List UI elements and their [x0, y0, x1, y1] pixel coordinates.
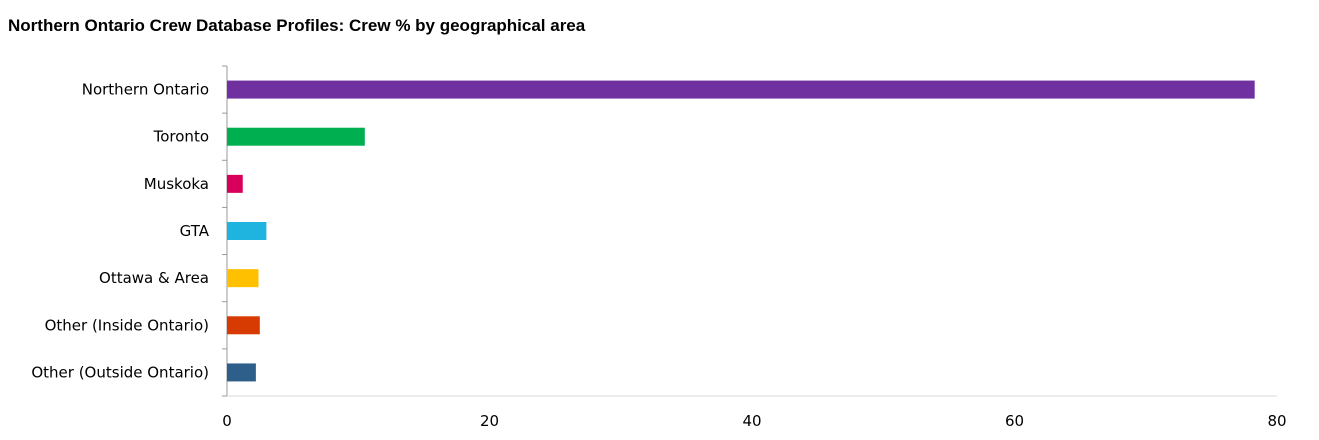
- category-label: Ottawa & Area: [99, 269, 209, 287]
- category-label: GTA: [180, 222, 210, 240]
- bar-other-outside-ontario: [227, 363, 256, 382]
- category-label: Toronto: [153, 128, 209, 146]
- category-label: Muskoka: [144, 175, 209, 193]
- x-tick-label: 60: [1005, 412, 1024, 430]
- bar-gta: [227, 222, 267, 240]
- bar-other-inside-ontario: [227, 316, 260, 335]
- bar-muskoka: [227, 174, 243, 193]
- bar-northern-ontario: [227, 80, 1255, 99]
- x-tick-label: 80: [1267, 412, 1286, 430]
- x-tick-label: 40: [742, 412, 761, 430]
- category-label: Northern Ontario: [82, 81, 209, 99]
- bar-ottawa-area: [227, 269, 259, 288]
- category-label: Other (Inside Ontario): [45, 316, 209, 334]
- chart-title: Northern Ontario Crew Database Profiles:…: [8, 16, 586, 35]
- category-label: Other (Outside Ontario): [31, 363, 209, 381]
- x-tick-label: 20: [480, 412, 499, 430]
- bar-toronto: [227, 127, 365, 146]
- x-tick-label: 0: [222, 412, 232, 430]
